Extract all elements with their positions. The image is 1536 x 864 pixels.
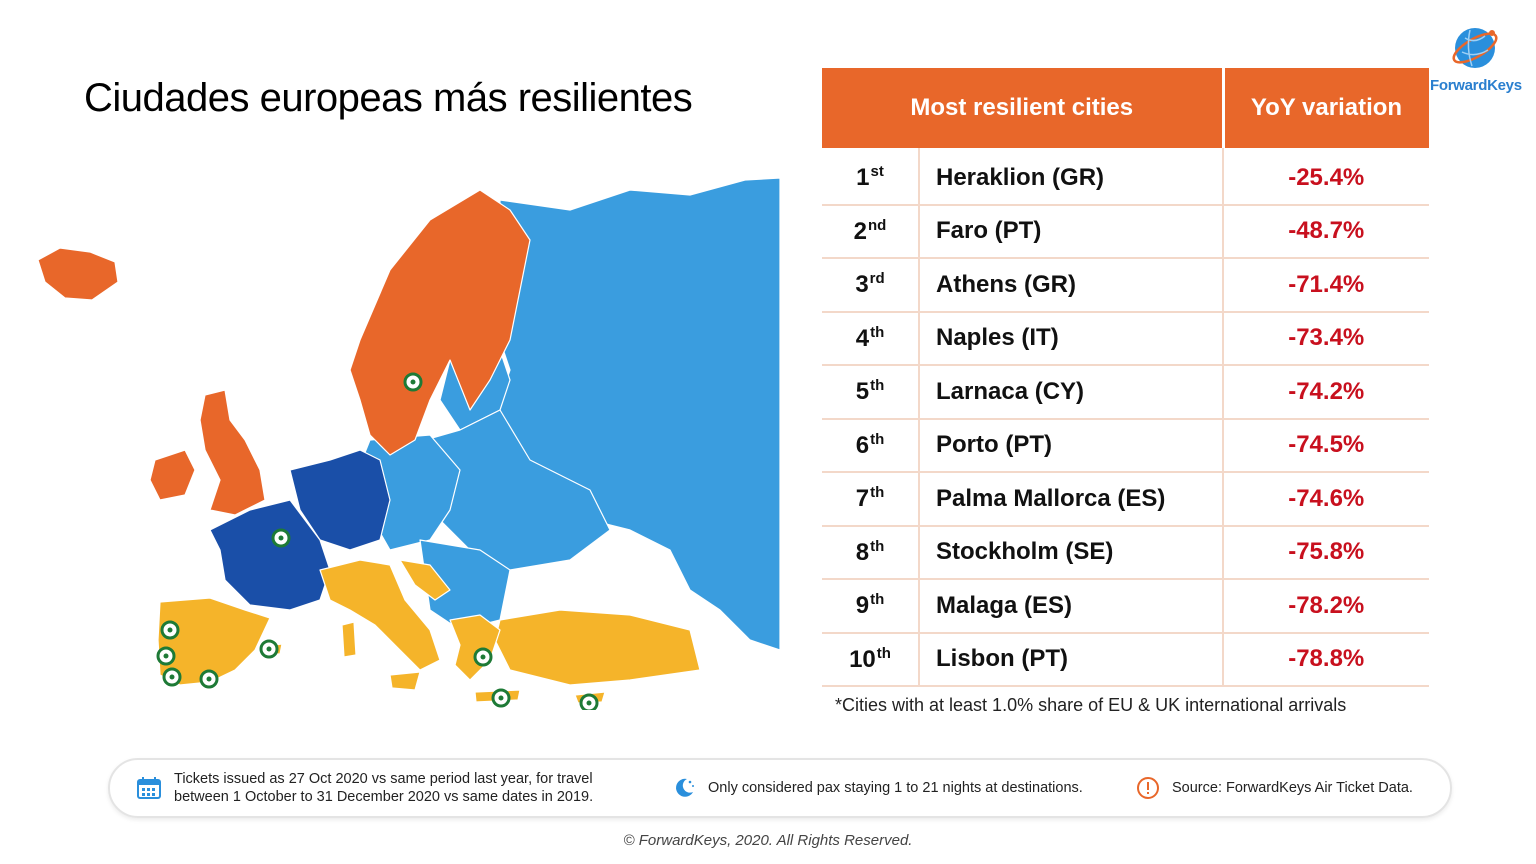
tickets-line-1: Tickets issued as 27 Oct 2020 vs same pe… <box>174 771 593 787</box>
city-cell: Malaga (ES) <box>919 579 1224 634</box>
city-cell: Stockholm (SE) <box>919 525 1224 580</box>
rank-cell: 1st <box>822 148 920 206</box>
map-iceland <box>37 247 119 301</box>
moon-icon <box>672 776 696 800</box>
yoy-cell: -75.8% <box>1223 525 1429 580</box>
info-pax: Only considered pax staying 1 to 21 nigh… <box>672 760 1083 816</box>
yoy-cell: -74.6% <box>1223 472 1429 527</box>
rank-cell: 4th <box>822 311 920 366</box>
europe-map <box>37 177 780 710</box>
yoy-cell: -78.2% <box>1223 579 1429 634</box>
yoy-cell: -74.2% <box>1223 365 1429 420</box>
yoy-cell: -48.7% <box>1223 204 1429 259</box>
map-ireland <box>149 449 196 501</box>
resilient-cities-table: Most resilient cities YoY variation 1st … <box>822 68 1429 687</box>
map-scandinavia <box>349 189 531 456</box>
page-title: Ciudades europeas más resilientes <box>84 76 693 120</box>
rank-cell: 9th <box>822 579 920 634</box>
map-germany <box>289 449 391 551</box>
map-iberia <box>157 597 271 686</box>
table-row: 7th Palma Mallorca (ES) -74.6% <box>822 472 1429 527</box>
tickets-line-2: between 1 October to 31 December 2020 vs… <box>174 789 594 805</box>
alert-icon <box>1136 776 1160 800</box>
city-cell: Porto (PT) <box>919 418 1224 473</box>
info-source: Source: ForwardKeys Air Ticket Data. <box>1136 760 1413 816</box>
table-row: 6th Porto (PT) -74.5% <box>822 418 1429 473</box>
city-cell: Faro (PT) <box>919 204 1224 259</box>
footnote: *Cities with at least 1.0% share of EU &… <box>835 695 1347 715</box>
city-cell: Athens (GR) <box>919 258 1224 313</box>
map-italy <box>319 559 441 671</box>
table-row: 4th Naples (IT) -73.4% <box>822 311 1429 366</box>
source-text: Source: ForwardKeys Air Ticket Data. <box>1172 780 1413 796</box>
rank-cell: 7th <box>822 472 920 527</box>
table-row: 5th Larnaca (CY) -74.2% <box>822 365 1429 420</box>
table-row: 8th Stockholm (SE) -75.8% <box>822 525 1429 580</box>
pax-text: Only considered pax staying 1 to 21 nigh… <box>708 780 1083 796</box>
header-cities: Most resilient cities <box>822 68 1225 148</box>
city-cell: Lisbon (PT) <box>919 632 1224 687</box>
table-header-row: Most resilient cities YoY variation <box>822 68 1429 148</box>
yoy-cell: -78.8% <box>1223 632 1429 687</box>
header-yoy: YoY variation <box>1223 68 1429 148</box>
city-cell: Palma Mallorca (ES) <box>919 472 1224 527</box>
map-turkey <box>494 609 701 686</box>
calendar-icon <box>136 776 162 800</box>
copyright: © ForwardKeys, 2020. All Rights Reserved… <box>623 832 913 849</box>
globe-icon <box>1452 28 1498 68</box>
info-bar: Tickets issued as 27 Oct 2020 vs same pe… <box>108 758 1452 818</box>
yoy-cell: -73.4% <box>1223 311 1429 366</box>
map-uk <box>199 389 266 516</box>
map-france <box>209 499 331 611</box>
table-row: 9th Malaga (ES) -78.2% <box>822 579 1429 634</box>
city-cell: Larnaca (CY) <box>919 365 1224 420</box>
map-greece <box>449 614 501 681</box>
map-sicily <box>389 671 421 691</box>
yoy-cell: -71.4% <box>1223 258 1429 313</box>
table-row: 3rd Athens (GR) -71.4% <box>822 258 1429 313</box>
table-row: 1st Heraklion (GR) -25.4% <box>822 148 1429 206</box>
city-markers <box>156 372 599 710</box>
rank-cell: 5th <box>822 365 920 420</box>
rank-cell: 8th <box>822 525 920 580</box>
map-croatia <box>399 559 451 601</box>
rank-cell: 10th <box>822 632 920 687</box>
city-cell: Heraklion (GR) <box>919 148 1224 206</box>
rank-cell: 6th <box>822 418 920 473</box>
yoy-cell: -74.5% <box>1223 418 1429 473</box>
map-sardinia <box>341 621 357 658</box>
rank-cell: 2nd <box>822 204 920 259</box>
forwardkeys-logo: ForwardKeys <box>1430 24 1522 94</box>
yoy-cell: -25.4% <box>1223 148 1429 206</box>
rank-cell: 3rd <box>822 258 920 313</box>
logo-wordmark: ForwardKeys <box>1430 77 1522 94</box>
city-cell: Naples (IT) <box>919 311 1224 366</box>
table-row: 10th Lisbon (PT) -78.8% <box>822 632 1429 687</box>
info-tickets: Tickets issued as 27 Oct 2020 vs same pe… <box>136 760 593 816</box>
table-row: 2nd Faro (PT) -48.7% <box>822 204 1429 259</box>
map-russia <box>459 177 780 651</box>
